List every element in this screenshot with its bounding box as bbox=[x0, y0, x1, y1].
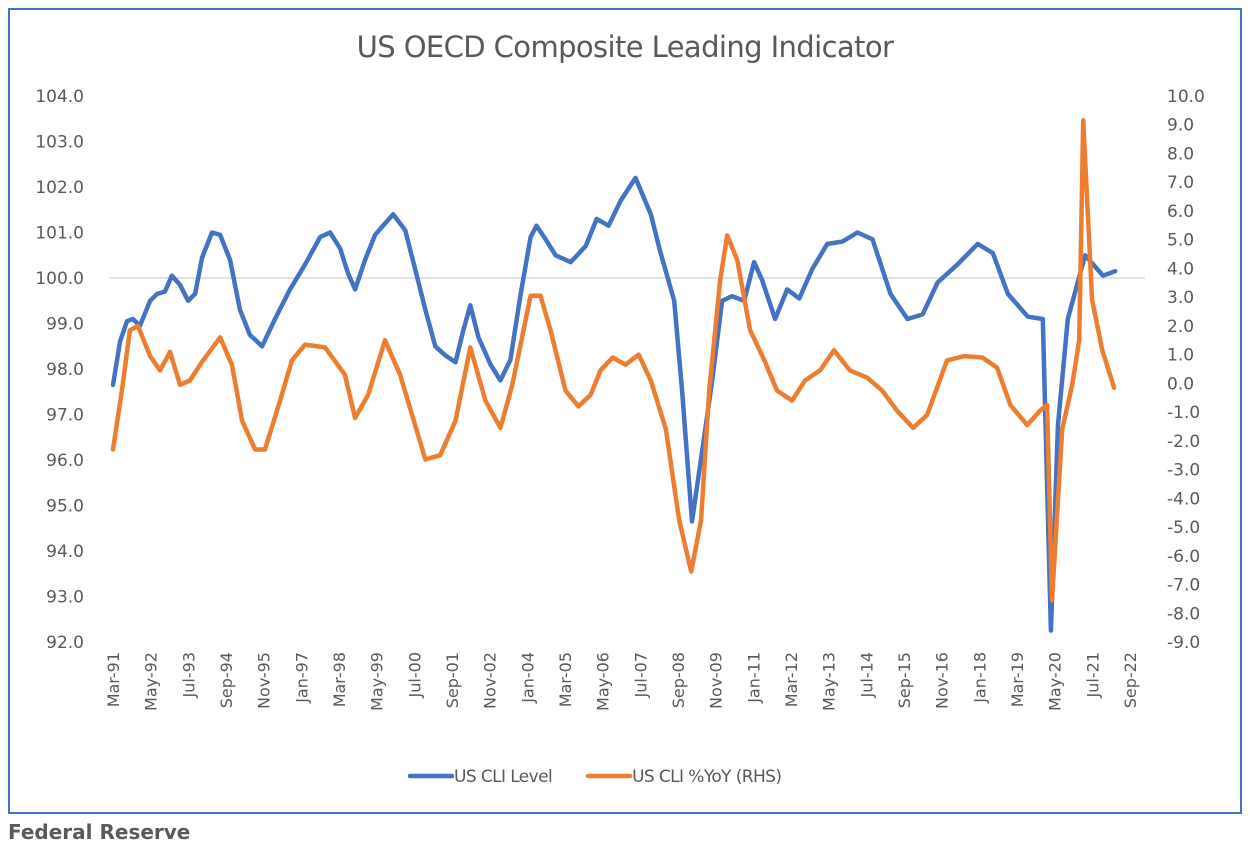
x-axis-tick-label: May-92 bbox=[142, 652, 161, 711]
x-axis-tick-label: Mar-98 bbox=[330, 652, 349, 707]
right-axis-tick-label: -7.0 bbox=[1167, 576, 1200, 596]
right-axis-tick-label: 10.0 bbox=[1167, 87, 1205, 107]
legend-item: US CLI %YoY (RHS) bbox=[585, 767, 782, 787]
x-axis-tick-label: Jul-93 bbox=[179, 652, 198, 698]
x-axis-tick-label: May-99 bbox=[368, 652, 387, 711]
legend-label: US CLI Level bbox=[454, 767, 552, 787]
right-axis-tick-label: 3.0 bbox=[1167, 288, 1194, 308]
left-axis-tick-label: 94.0 bbox=[46, 542, 84, 562]
x-axis-tick-label: Jul-00 bbox=[405, 652, 424, 698]
legend: US CLI Level US CLI %YoY (RHS) bbox=[407, 767, 782, 787]
legend-item: US CLI Level bbox=[407, 767, 553, 787]
right-axis-tick-label: 2.0 bbox=[1167, 317, 1194, 337]
x-axis-tick-label: Sep-01 bbox=[443, 652, 462, 708]
right-axis-tick-label: 6.0 bbox=[1167, 202, 1194, 222]
source-label: Federal Reserve bbox=[8, 820, 191, 844]
left-axis-tick-label: 96.0 bbox=[46, 451, 84, 471]
right-axis-tick-label: 9.0 bbox=[1167, 116, 1194, 136]
right-axis-tick-label: -2.0 bbox=[1167, 432, 1200, 452]
series-line-us-cli-yoy bbox=[110, 118, 1117, 603]
left-axis-tick-label: 95.0 bbox=[46, 497, 84, 517]
x-axis-tick-label: Mar-19 bbox=[1008, 652, 1027, 707]
x-axis-tick-label: Mar-05 bbox=[556, 652, 575, 707]
x-axis-tick-label: May-20 bbox=[1046, 652, 1065, 711]
right-axis-ticks: 10.0 9.0 8.0 7.0 6.0 5.0 4.0 3.0 2.0 1.0 0.0 -1.0 -2… bbox=[1167, 87, 1205, 653]
x-axis-tick-label: May-13 bbox=[820, 652, 839, 711]
x-axis-tick-label: Nov-09 bbox=[707, 652, 726, 709]
x-axis-tick-label: Jan-18 bbox=[970, 652, 989, 704]
right-axis-tick-label: -5.0 bbox=[1167, 518, 1200, 538]
chart-title: US OECD Composite Leading Indicator bbox=[356, 30, 894, 64]
x-axis-tick-label: Jan-04 bbox=[518, 652, 537, 704]
x-axis-tick-label: Nov-16 bbox=[933, 652, 952, 709]
x-axis-tick-label: Jul-21 bbox=[1083, 652, 1102, 698]
chart-frame bbox=[8, 8, 1242, 814]
right-axis-tick-label: -9.0 bbox=[1167, 633, 1200, 653]
left-axis-tick-label: 92.0 bbox=[46, 633, 84, 653]
right-axis-tick-label: 8.0 bbox=[1167, 144, 1194, 164]
left-axis-tick-label: 99.0 bbox=[46, 315, 84, 335]
x-axis-tick-label: Mar-12 bbox=[782, 652, 801, 707]
x-axis-tick-label: Nov-02 bbox=[481, 652, 500, 709]
x-axis-tick-label: Jul-14 bbox=[857, 652, 876, 698]
right-axis-tick-label: -8.0 bbox=[1167, 604, 1200, 624]
x-axis-tick-label: Sep-08 bbox=[669, 652, 688, 708]
left-axis-tick-label: 98.0 bbox=[46, 360, 84, 380]
left-axis-tick-label: 93.0 bbox=[46, 588, 84, 608]
x-axis-tick-label: Jan-11 bbox=[744, 652, 763, 704]
x-axis-tick-label: Sep-94 bbox=[217, 652, 236, 708]
x-axis-tick-label: Sep-15 bbox=[895, 652, 914, 708]
right-axis-tick-label: -1.0 bbox=[1167, 403, 1200, 423]
right-axis-tick-label: 4.0 bbox=[1167, 259, 1194, 279]
left-axis-tick-label: 97.0 bbox=[46, 406, 84, 426]
right-axis-tick-label: 0.0 bbox=[1167, 374, 1194, 394]
right-axis-tick-label: 7.0 bbox=[1167, 173, 1194, 193]
x-axis-tick-label: Nov-95 bbox=[255, 652, 274, 709]
left-axis-tick-label: 101.0 bbox=[35, 224, 84, 244]
series-line-us-cli-level bbox=[110, 175, 1118, 633]
x-axis-tick-label: Jul-07 bbox=[631, 652, 650, 698]
right-axis-tick-label: -4.0 bbox=[1167, 489, 1200, 509]
left-axis-tick-label: 102.0 bbox=[35, 178, 84, 198]
right-axis-tick-label: 5.0 bbox=[1167, 231, 1194, 251]
series-group bbox=[110, 118, 1118, 633]
left-axis-ticks: 104.0 103.0 102.0 101.0 100.0 99.0 98.0 97.0 96.… bbox=[35, 87, 84, 653]
legend-label: US CLI %YoY (RHS) bbox=[632, 767, 781, 787]
left-axis-tick-label: 104.0 bbox=[35, 87, 84, 107]
x-axis-ticks: Mar-91 May-92 Jul-93 Sep-94 Nov-95 Jan-97 Mar-… bbox=[104, 652, 1140, 711]
x-axis-tick-label: Mar-91 bbox=[104, 652, 123, 707]
right-axis-tick-label: 1.0 bbox=[1167, 346, 1194, 366]
right-axis-tick-label: -3.0 bbox=[1167, 461, 1200, 481]
x-axis-tick-label: May-06 bbox=[594, 652, 613, 711]
x-axis-tick-label: Sep-22 bbox=[1121, 652, 1140, 708]
left-axis-tick-label: 103.0 bbox=[35, 133, 84, 153]
x-axis-tick-label: Jan-97 bbox=[292, 652, 311, 704]
right-axis-tick-label: -6.0 bbox=[1167, 547, 1200, 567]
left-axis-tick-label: 100.0 bbox=[35, 269, 84, 289]
